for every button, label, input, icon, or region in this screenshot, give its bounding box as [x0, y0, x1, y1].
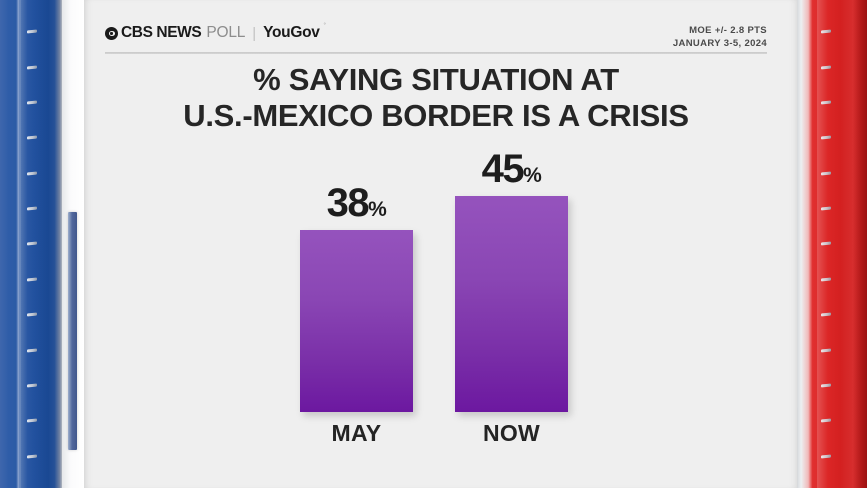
tick-mark [27, 312, 37, 317]
brand-partner: YouGov ° [263, 23, 326, 42]
tick-mark [821, 383, 831, 388]
brand-poll-word: POLL [206, 24, 246, 41]
header-divider [105, 52, 767, 54]
tick-mark [821, 312, 831, 317]
title-line-2: U.S.-MEXICO BORDER IS A CRISIS [183, 97, 689, 133]
tick-mark [821, 100, 831, 105]
right-frame-tick-marks [821, 0, 833, 488]
bar-may: 38% MAY [300, 183, 413, 446]
tick-mark [821, 171, 831, 176]
brand-lockup: CBS NEWS POLL | YouGov ° [105, 23, 326, 42]
bar-group-now: 45% NOW [455, 149, 568, 446]
tick-mark [821, 241, 831, 246]
bar-value-number-now: 45 [481, 147, 525, 191]
tick-mark [27, 29, 37, 34]
tick-mark [821, 29, 831, 34]
bar-value-may: 38% [327, 183, 387, 223]
title-line-1: % SAYING SITUATION AT [253, 62, 619, 97]
tick-mark [821, 418, 831, 423]
brand-separator: | [252, 24, 257, 42]
bar-group-may: 38% MAY [300, 183, 413, 446]
left-frame-tick-marks [27, 0, 39, 488]
tick-mark [821, 454, 831, 459]
bar-value-now: 45% [482, 149, 542, 189]
percent-sign-now: % [523, 164, 542, 187]
tick-mark [27, 135, 37, 140]
page-title: % SAYING SITUATION AT U.S.-MEXICO BORDER… [105, 62, 767, 134]
tick-mark [27, 206, 37, 211]
tick-mark [821, 65, 831, 70]
tick-mark [27, 418, 37, 423]
tick-mark [27, 65, 37, 70]
tick-mark [27, 241, 37, 246]
cbs-eye-icon [105, 27, 118, 40]
bar-value-number-may: 38 [326, 181, 370, 225]
content-panel: CBS NEWS POLL | YouGov ° MOE +/- 2.8 PTS … [84, 0, 797, 488]
tick-mark [27, 383, 37, 388]
tick-mark [821, 277, 831, 282]
tick-mark [27, 277, 37, 282]
bar-now: 45% NOW [455, 149, 568, 446]
tick-mark [27, 348, 37, 353]
tick-mark [821, 206, 831, 211]
margin-of-error: MOE +/- 2.8 PTS [689, 25, 767, 36]
header: CBS NEWS POLL | YouGov ° MOE +/- 2.8 PTS … [105, 23, 767, 50]
trademark-mark: ° [323, 23, 326, 29]
tick-mark [821, 348, 831, 353]
tick-mark [821, 135, 831, 140]
brand-network: CBS NEWS [121, 24, 202, 41]
left-blue-frame [0, 0, 62, 488]
tick-mark [27, 100, 37, 105]
poll-metadata: MOE +/- 2.8 PTS JANUARY 3-5, 2024 [673, 24, 767, 50]
percent-sign-may: % [368, 198, 387, 221]
bar-label-now: NOW [482, 420, 541, 446]
bar-label-may: MAY [331, 420, 382, 446]
tick-mark [27, 171, 37, 176]
poll-dates: JANUARY 3-5, 2024 [672, 37, 767, 49]
bar-chart: 38% MAY 45% NOW [84, 0, 797, 488]
left-blue-accent-strip [68, 212, 77, 450]
brand-partner-text: YouGov [263, 24, 320, 41]
tick-mark [27, 454, 37, 459]
